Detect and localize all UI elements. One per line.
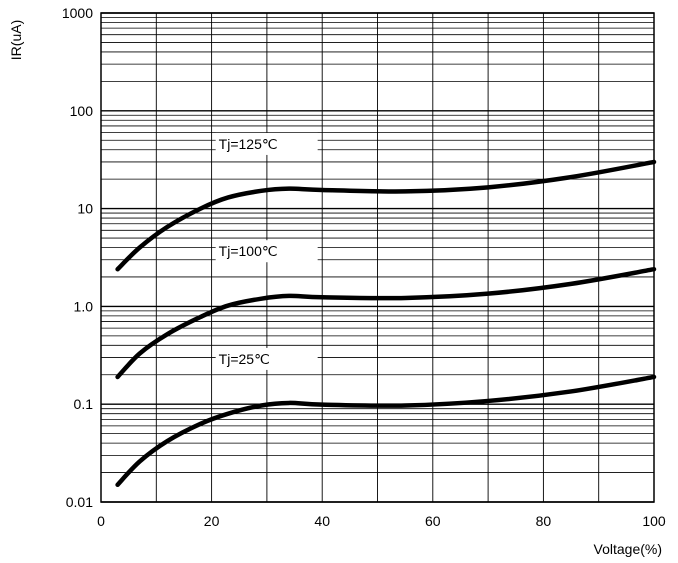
- y-tick-labels: 0.01 0.1 1.0 10 100 1000: [62, 5, 93, 510]
- y-tick-label: 0.01: [66, 494, 93, 510]
- x-tick-label: 0: [97, 513, 105, 529]
- series-layer: [115, 159, 657, 488]
- x-tick-label: 100: [642, 513, 666, 529]
- series-label-bg: [215, 132, 318, 155]
- y-tick-label: 100: [70, 103, 94, 119]
- series-label-bg: [215, 347, 318, 370]
- x-tick-label: 40: [314, 513, 330, 529]
- y-tick-label: 10: [77, 201, 93, 217]
- x-tick-label: 20: [204, 513, 220, 529]
- plot-frame: [100, 12, 655, 503]
- x-axis-title: Voltage(%): [594, 541, 662, 557]
- y-tick-label: 1000: [62, 5, 93, 21]
- y-axis-title: IR(uA): [8, 20, 24, 60]
- x-tick-label: 80: [536, 513, 552, 529]
- series-line-1: [115, 159, 657, 272]
- series-line-2: [115, 266, 657, 380]
- series-labels: Tj=125℃ Tj=100℃ Tj=25℃: [215, 132, 318, 370]
- y-tick-label: 1.0: [74, 298, 94, 314]
- series-label-bg: [215, 240, 318, 263]
- series-label-3: Tj=25℃: [219, 351, 270, 367]
- minor-grid: [101, 13, 654, 502]
- x-tick-label: 60: [425, 513, 441, 529]
- series-label-2: Tj=100℃: [219, 243, 278, 259]
- y-tick-label: 0.1: [74, 396, 94, 412]
- series-line-3: [115, 374, 657, 488]
- series-label-1: Tj=125℃: [219, 136, 278, 152]
- x-tick-labels: 0 20 40 60 80 100: [97, 513, 666, 529]
